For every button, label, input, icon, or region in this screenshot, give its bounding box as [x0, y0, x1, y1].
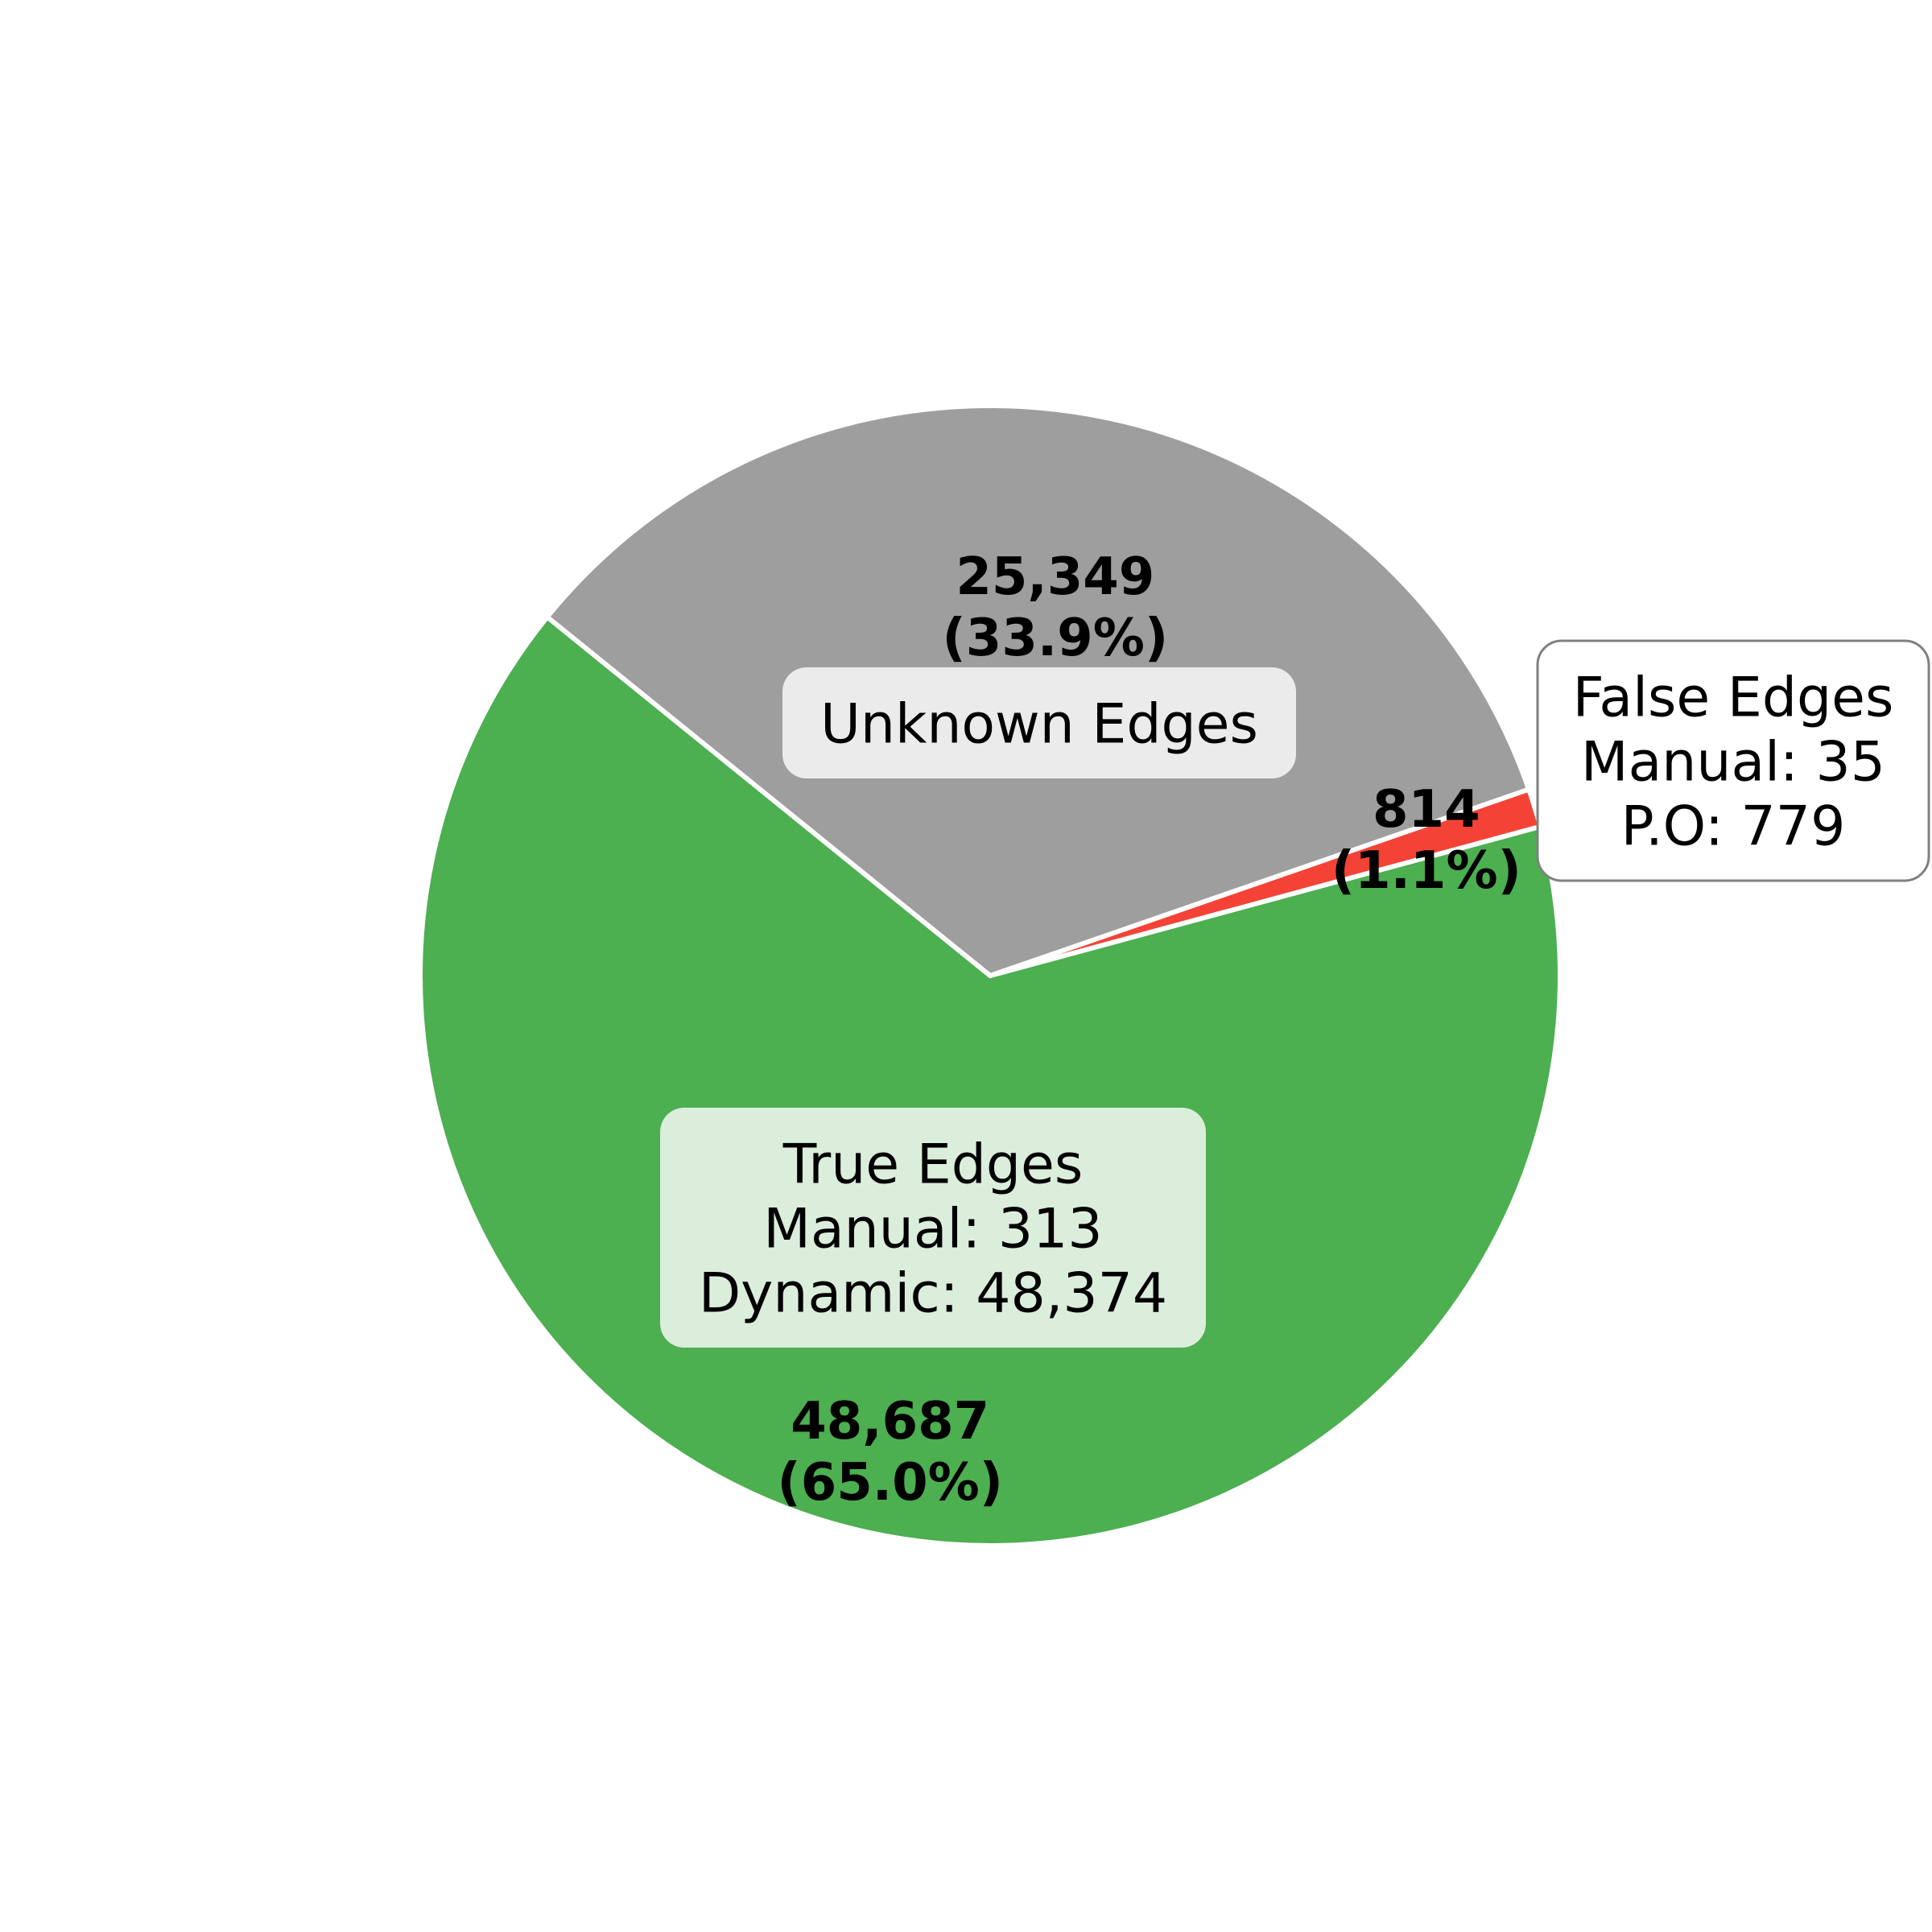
category-box-text-false: False Edges Manual: 35 P.O: 779	[1573, 666, 1894, 858]
category-box-true: True Edges Manual: 313 Dynamic: 48,374	[660, 1108, 1206, 1348]
category-box-bg-false	[1536, 639, 1930, 882]
value-labels: 48,687 (65.0%) 814 (1.1%) 25,349 (33.9%)	[777, 547, 1521, 1513]
value-label-unknown: 25,349 (33.9%)	[943, 547, 1169, 668]
category-box-text-true: True Edges Manual: 313 Dynamic: 48,374	[699, 1133, 1167, 1325]
value-label-false: 814 (1.1%)	[1331, 780, 1521, 901]
category-box-unknown: Unknown Edges	[782, 667, 1296, 778]
category-boxes: True Edges Manual: 313 Dynamic: 48,374 Fals…	[660, 639, 1930, 1348]
value-label-true: 48,687 (65.0%)	[777, 1392, 1003, 1513]
category-box-text-unknown: Unknown Edges	[820, 692, 1258, 756]
category-box-bg-unknown	[782, 667, 1296, 778]
category-box-bg-true	[660, 1108, 1206, 1348]
category-box-false: False Edges Manual: 35 P.O: 779	[1536, 639, 1930, 882]
